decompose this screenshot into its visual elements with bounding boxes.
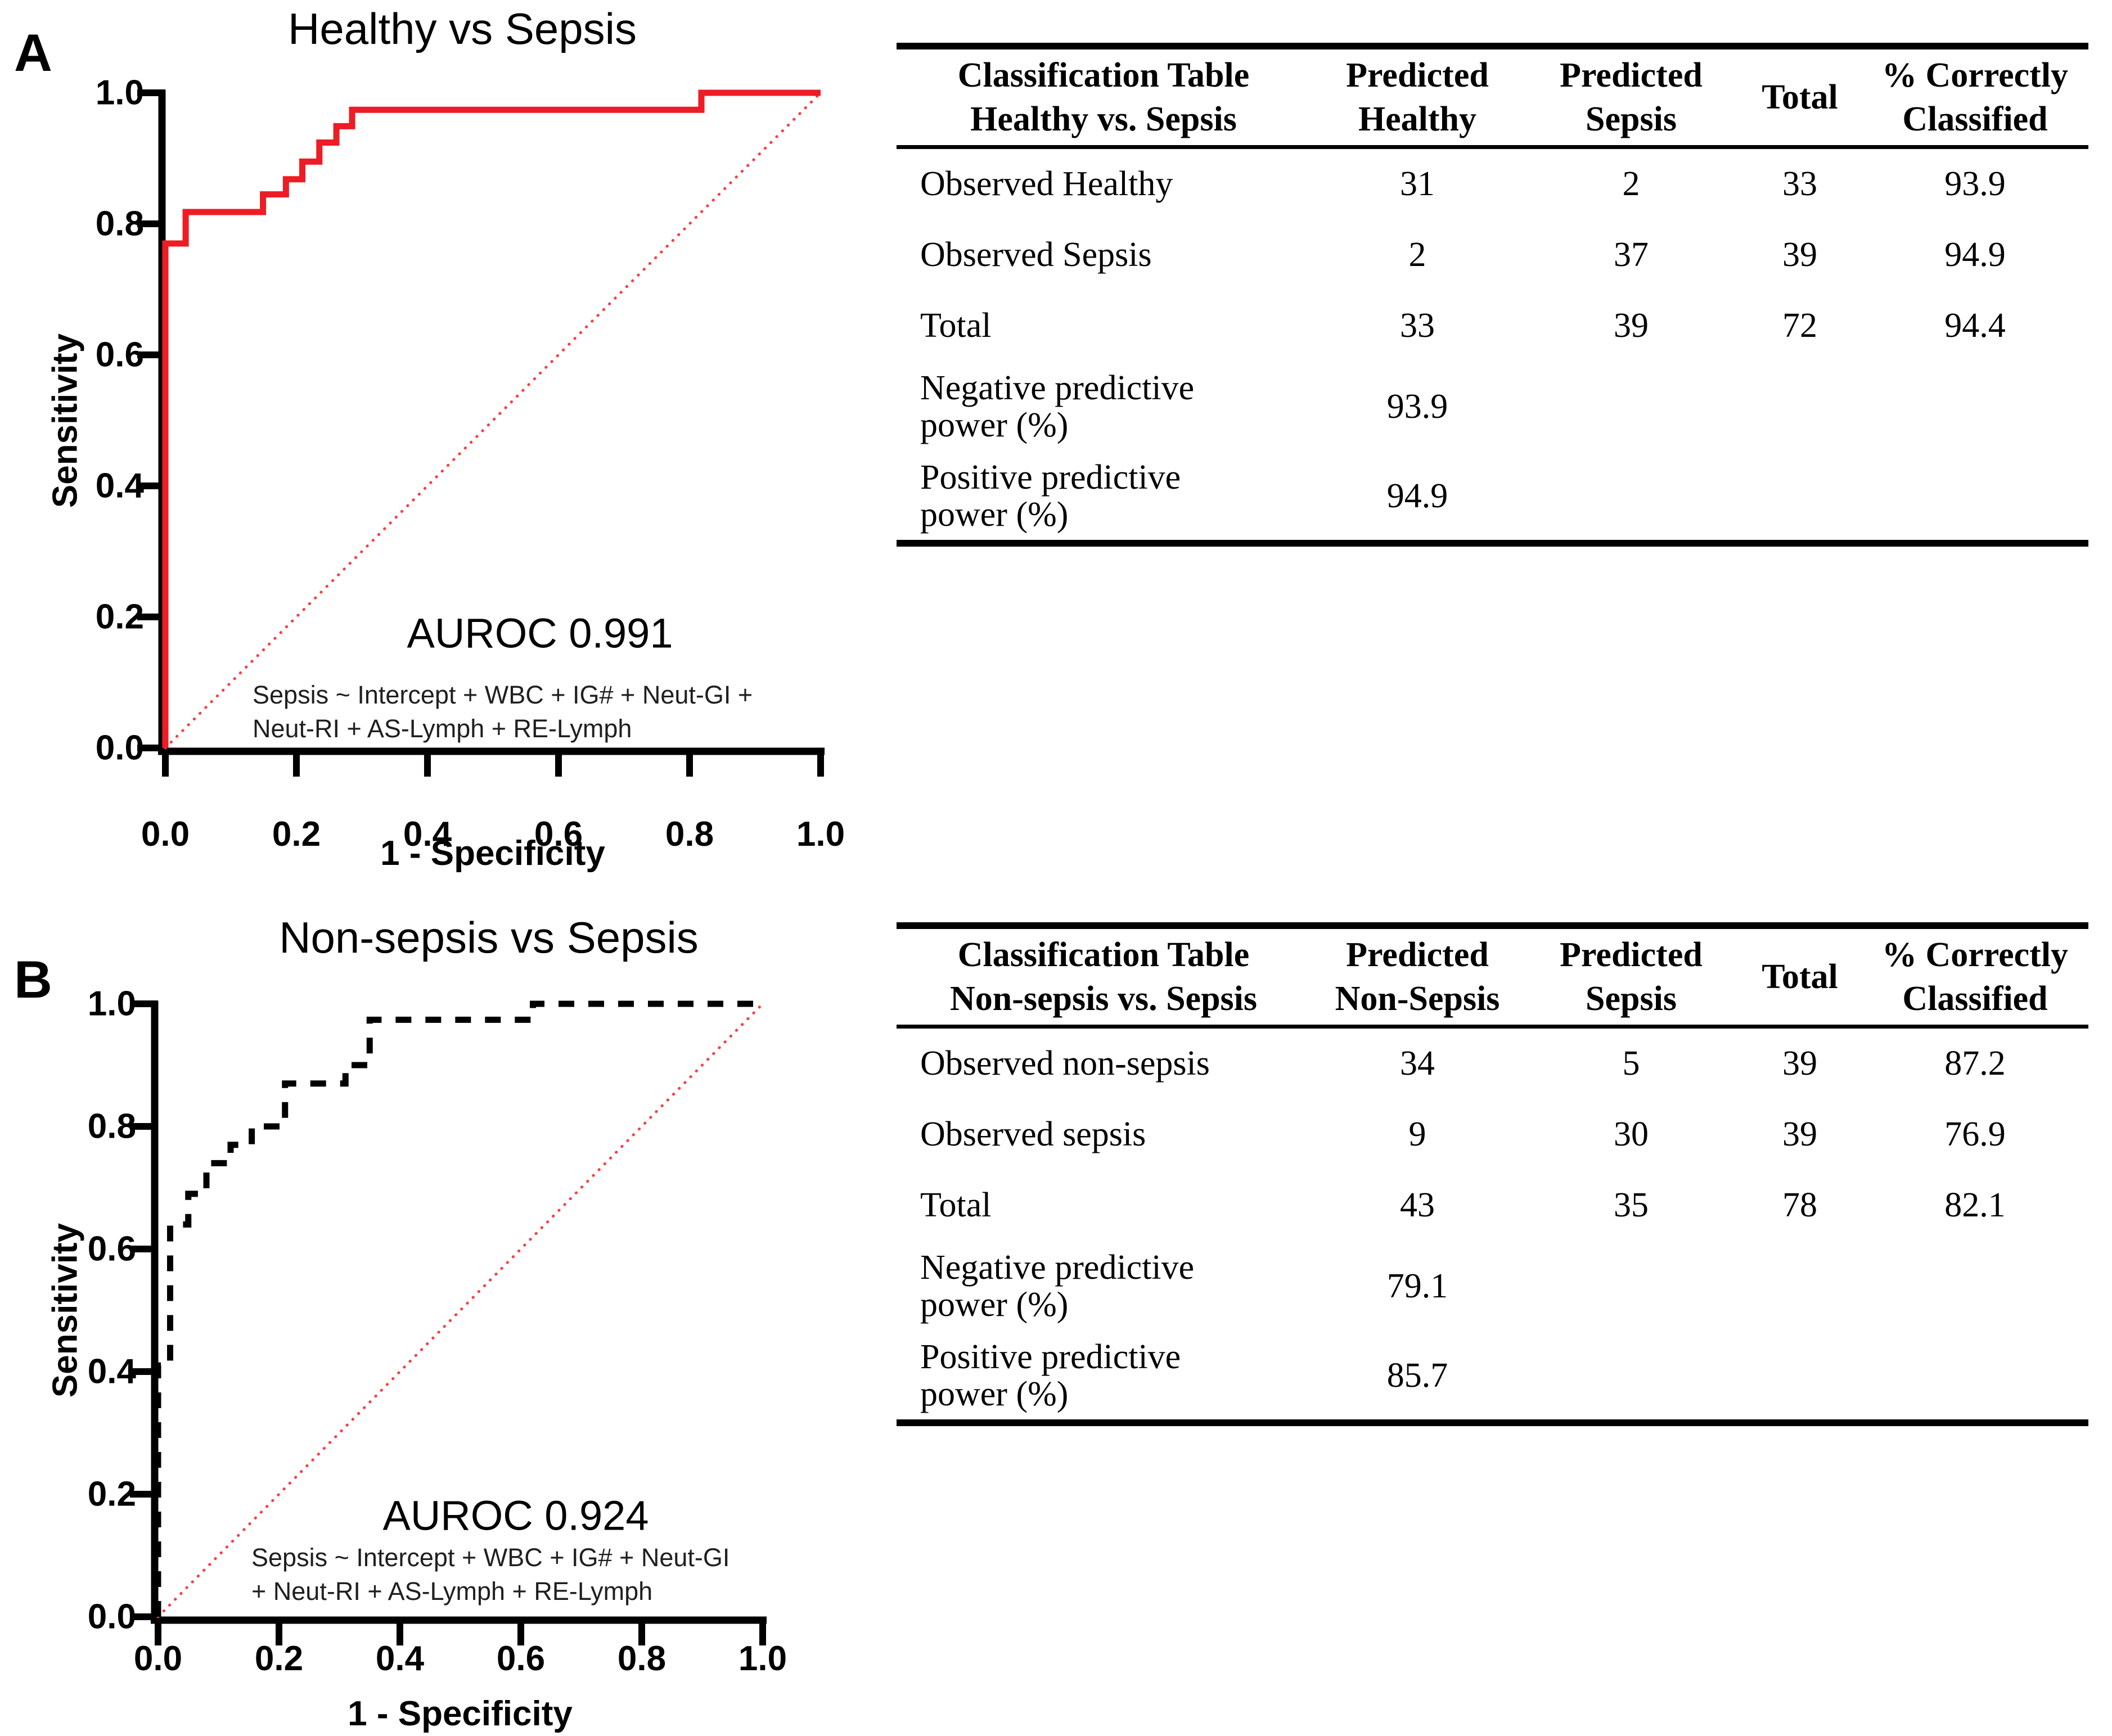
value-cell — [1524, 1241, 1738, 1332]
value-cell: 82.1 — [1944, 1186, 2006, 1224]
classification-table-nonsepsis-vs-sepsis: Classification Table Non-sepsis vs. Seps… — [897, 922, 2088, 1426]
value-cell: 72 — [1782, 306, 1817, 345]
value-cell: 9 — [1408, 1115, 1426, 1153]
panel-a-model-formula: Sepsis ~ Intercept + WBC + IG# + Neut-GI… — [253, 680, 753, 743]
chance-diagonal — [164, 91, 822, 750]
panel-b-model-formula: Sepsis ~ Intercept + WBC + IG# + Neut-GI… — [251, 1543, 730, 1606]
table-row: Observed Sepsis 2 37 39 94.9 — [897, 219, 2088, 290]
table-header-row: Classification Table Healthy vs. Sepsis P… — [897, 46, 2088, 147]
panel-a-title: Healthy vs Sepsis — [288, 4, 637, 53]
x-tick-label: 0.0 — [141, 815, 190, 854]
value-cell: 78 — [1782, 1186, 1817, 1224]
table-header-cell: Predicted Sepsis — [1560, 56, 1703, 138]
value-cell: 85.7 — [1386, 1356, 1448, 1395]
row-label-cell: Observed sepsis — [920, 1115, 1146, 1153]
value-cell: 94.9 — [1386, 477, 1448, 515]
value-cell: 39 — [1782, 1044, 1817, 1083]
value-cell: 43 — [1400, 1186, 1435, 1224]
table: Classification Table Non-sepsis vs. Seps… — [897, 922, 2088, 1426]
value-cell: 39 — [1614, 306, 1649, 345]
value-cell: 93.9 — [1944, 164, 2006, 203]
table-header-cell: % Correctly Classified — [1881, 56, 2069, 138]
row-label-cell: Observed Sepsis — [920, 235, 1152, 274]
value-cell: 79.1 — [1386, 1267, 1448, 1305]
value-cell: 33 — [1782, 164, 1817, 203]
classification-table-healthy-vs-sepsis: Classification Table Healthy vs. Sepsis P… — [897, 43, 2088, 547]
table-row: Observed non-sepsis 34 5 39 87.2 — [897, 1026, 2088, 1098]
value-cell: 31 — [1400, 164, 1435, 203]
roc-plot-b — [130, 1000, 767, 1645]
table-header-row: Classification Table Non-sepsis vs. Seps… — [897, 926, 2088, 1026]
table-header-cell: Total — [1762, 78, 1838, 116]
panel-b-title: Non-sepsis vs Sepsis — [279, 913, 699, 962]
table-header-cell: Classification Table Healthy vs. Sepsis — [957, 56, 1250, 138]
table: Classification Table Healthy vs. Sepsis P… — [897, 43, 2088, 547]
value-cell — [1862, 1241, 2088, 1332]
value-cell: 87.2 — [1944, 1044, 2006, 1083]
table-header-cell: Classification Table Non-sepsis vs. Seps… — [949, 935, 1258, 1018]
row-label-cell: Negative predictive power (%) — [920, 1248, 1195, 1324]
value-cell — [1862, 361, 2088, 452]
value-cell: 2 — [1408, 235, 1426, 274]
row-label-cell: Positive predictive power (%) — [920, 458, 1181, 534]
value-cell: 34 — [1400, 1044, 1435, 1083]
panel-a-x-axis-label: 1 - Specificity — [380, 834, 605, 873]
roc-plot-a — [137, 89, 825, 777]
table-header-cell: % Correctly Classified — [1881, 935, 2069, 1018]
value-cell: 94.9 — [1944, 235, 2006, 274]
value-cell — [1738, 1332, 1862, 1423]
value-cell: 37 — [1614, 235, 1649, 274]
row-label-cell: Total — [920, 306, 992, 345]
row-label-cell: Negative predictive power (%) — [920, 369, 1195, 444]
roc-curve — [162, 89, 821, 748]
value-cell — [1738, 361, 1862, 452]
value-cell: 35 — [1614, 1186, 1649, 1224]
value-cell — [1524, 1332, 1738, 1423]
panel-b-x-axis-label: 1 - Specificity — [348, 1694, 573, 1733]
table-row: Positive predictive power (%) 85.7 — [897, 1332, 2088, 1423]
table-row: Negative predictive power (%) 79.1 — [897, 1241, 2088, 1332]
value-cell: 76.9 — [1944, 1115, 2006, 1153]
value-cell: 39 — [1782, 1115, 1817, 1153]
row-label-cell: Observed Healthy — [920, 164, 1173, 203]
value-cell: 30 — [1614, 1115, 1649, 1153]
row-label-cell: Positive predictive power (%) — [920, 1338, 1181, 1413]
value-cell — [1738, 1241, 1862, 1332]
panel-a-y-axis-label: Sensitivity — [46, 333, 85, 508]
value-cell: 2 — [1622, 164, 1640, 203]
x-tick-label: 0.2 — [272, 815, 321, 854]
x-tick-label: 0.8 — [665, 815, 714, 854]
value-cell — [1862, 1332, 2088, 1423]
value-cell: 39 — [1782, 235, 1817, 274]
table-row: Observed sepsis 9 30 39 76.9 — [897, 1098, 2088, 1170]
table-header-cell: Predicted Non-Sepsis — [1335, 935, 1500, 1018]
value-cell: 94.4 — [1944, 306, 2006, 345]
panel-b-auroc-annotation: AUROC 0.924 — [382, 1492, 649, 1539]
table-header-cell: Total — [1762, 957, 1838, 996]
panel-a-auroc-annotation: AUROC 0.991 — [407, 610, 673, 657]
panel-a-letter: A — [14, 23, 52, 82]
table-row: Negative predictive power (%) 93.9 — [897, 361, 2088, 452]
table-row: Positive predictive power (%) 94.9 — [897, 452, 2088, 543]
value-cell — [1524, 452, 1738, 543]
chance-diagonal — [156, 1002, 764, 1618]
row-label-cell: Observed non-sepsis — [920, 1044, 1210, 1083]
table-header-cell: Predicted Sepsis — [1560, 935, 1703, 1018]
row-label-cell: Total — [920, 1186, 992, 1224]
table-row: Total 33 39 72 94.4 — [897, 290, 2088, 361]
value-cell — [1524, 361, 1738, 452]
table-row: Observed Healthy 31 2 33 93.9 — [897, 147, 2088, 219]
value-cell: 5 — [1622, 1044, 1640, 1083]
panel-b-letter: B — [14, 950, 52, 1009]
value-cell — [1862, 452, 2088, 543]
table-header-cell: Predicted Healthy — [1346, 56, 1489, 138]
value-cell: 93.9 — [1386, 387, 1448, 426]
x-tick-label: 1.0 — [796, 815, 845, 854]
panel-b-y-axis-label: Sensitivity — [46, 1223, 85, 1398]
value-cell — [1738, 452, 1862, 543]
table-row: Total 43 35 78 82.1 — [897, 1170, 2088, 1241]
value-cell: 33 — [1400, 306, 1435, 345]
